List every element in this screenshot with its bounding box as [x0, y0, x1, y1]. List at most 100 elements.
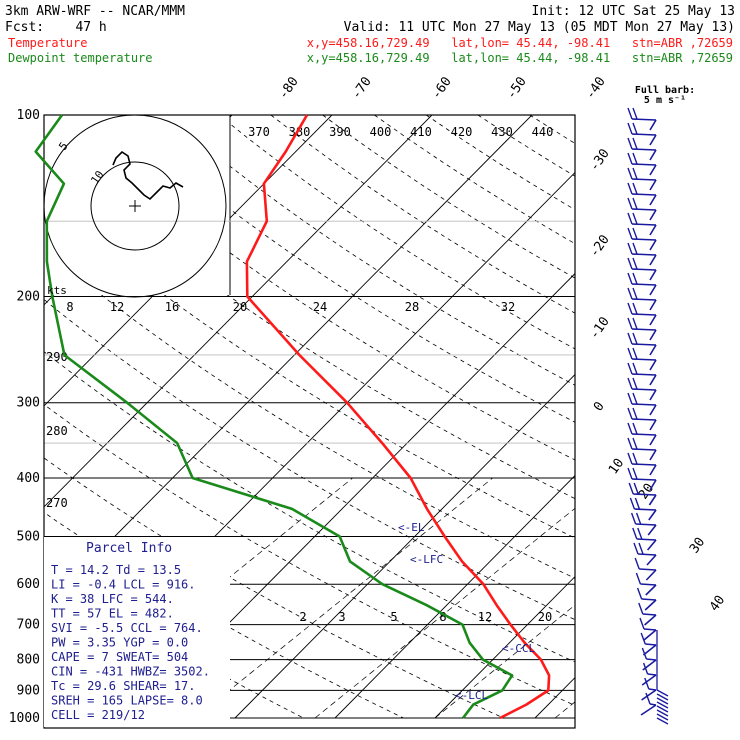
wind-barb — [639, 568, 657, 571]
low-level-barb — [656, 713, 669, 721]
parcel-info-row: TT = 57 EL = 482. — [51, 607, 174, 621]
valid-time: Valid: 11 UTC Mon 27 May 13 (05 MDT Mon … — [344, 20, 735, 35]
wind-barb — [649, 479, 657, 491]
lcl-label: <-LCL — [455, 689, 488, 702]
wind-barb-flag — [627, 422, 633, 435]
wind-barb — [631, 418, 657, 421]
parcel-info-values: T = 14.2 Td = 13.5LI = -0.4 LCL = 916.K … — [51, 563, 210, 722]
wind-barb — [637, 553, 657, 556]
wind-barb-flag — [627, 362, 633, 375]
wind-barb-flag — [627, 242, 633, 255]
isotherm-label: 0 — [591, 399, 608, 414]
wind-barb-flag — [632, 392, 638, 405]
wind-barb-flag — [632, 422, 638, 435]
wind-barb-flag — [627, 287, 633, 300]
wind-barb-flag — [632, 332, 638, 345]
mixing-ratio-line — [314, 507, 575, 719]
wind-barb — [631, 448, 657, 451]
wind-barb — [644, 599, 657, 611]
dry-adiabat — [582, 115, 740, 718]
hodograph-origin — [129, 200, 141, 212]
mixing-ratio-label: 2 — [299, 610, 306, 624]
theta-label: 440 — [532, 125, 554, 139]
isotherm-label: -20 — [587, 232, 613, 260]
wind-barb — [649, 134, 657, 146]
hodograph-trace — [112, 150, 184, 201]
wind-barb-flag — [632, 182, 638, 195]
wind-barb — [649, 344, 657, 356]
wind-barb — [649, 389, 657, 401]
low-level-barb — [656, 709, 669, 717]
wind-barb — [649, 419, 657, 431]
wind-barb-flag — [637, 527, 643, 540]
model-title: 3km ARW-WRF -- NCAR/MMM — [5, 4, 185, 19]
dry-adiabat — [44, 247, 575, 579]
wind-barb — [631, 328, 657, 331]
wind-barb — [631, 223, 657, 226]
wind-barb-flag — [627, 437, 633, 450]
mixing-temperature-label: 16 — [165, 300, 179, 314]
wind-barb-flag — [632, 167, 638, 180]
pressure-tick-label: 500 — [17, 529, 40, 544]
wind-barb — [636, 538, 657, 541]
isotherm — [434, 575, 575, 719]
parcel-info-row: PW = 3.35 YGP = 0.0 — [51, 636, 188, 650]
wind-barb-flag — [632, 287, 638, 300]
wind-barb-flag — [632, 437, 638, 450]
pressure-tick-label: 1000 — [9, 711, 40, 726]
wind-barb — [648, 688, 657, 691]
mixing-ratio-label: 3 — [338, 610, 345, 624]
wind-barb — [631, 403, 657, 406]
dewpoint-trace — [34, 114, 514, 719]
parcel-info-row: CELL = 219/12 — [51, 708, 145, 722]
wind-barb — [645, 584, 657, 596]
isotherm-label: 30 — [687, 535, 708, 556]
hodograph-ring — [43, 114, 227, 298]
isotherm — [334, 474, 575, 719]
wind-barb-flag — [638, 542, 644, 555]
wind-barb-flag — [645, 692, 651, 705]
barb-legend-title: Full barb: — [635, 85, 695, 96]
parcel-info-row: K = 38 LFC = 544. — [51, 592, 174, 606]
init-time: Init: 12 UTC Sat 25 May 13 — [532, 4, 736, 19]
isotherm-label: -40 — [583, 74, 609, 102]
mixing-ratio-label: 20 — [538, 610, 552, 624]
plot-frame — [43, 114, 576, 729]
wind-barb — [641, 598, 657, 601]
wind-barb — [641, 689, 657, 701]
dry-adiabat — [44, 511, 404, 719]
hodograph-ring-label: 10 — [88, 168, 106, 186]
wind-barb-flag — [638, 602, 644, 615]
wind-barb-flag — [632, 317, 638, 330]
wind-barb-flag — [627, 467, 633, 480]
dry-adiabat — [0, 115, 4, 718]
pressure-tick-label: 300 — [17, 396, 40, 411]
wind-barb — [631, 208, 657, 211]
mixing-temperature-label: 32 — [501, 300, 515, 314]
parcel-info-row: CIN = -431 HWBZ= 3502. — [51, 665, 210, 679]
parcel-info-row: LI = -0.4 LCL = 916. — [51, 578, 196, 592]
wind-barb — [631, 358, 657, 361]
mixing-temperature-label: 24 — [313, 300, 327, 314]
wind-barb-flag — [627, 182, 633, 195]
dry-adiabat — [270, 115, 575, 314]
wind-barb-flag — [627, 392, 633, 405]
temperature-legend: Temperature — [8, 36, 87, 50]
wind-barb-flag — [627, 377, 633, 390]
mixing-temperature-label: 8 — [66, 300, 73, 314]
wind-barb-flag — [632, 257, 638, 270]
dry-adiabat — [425, 115, 575, 211]
isotherm-label: -10 — [587, 314, 613, 342]
mixing-temperature-label: 20 — [233, 300, 247, 314]
parcel-info-row: T = 14.2 Td = 13.5 — [51, 563, 181, 577]
isotherm-label: -80 — [276, 74, 302, 102]
wind-barb-flag — [639, 617, 645, 630]
wind-barb — [649, 149, 657, 161]
wind-barb — [645, 643, 657, 646]
wind-barb-column — [627, 107, 669, 725]
wind-barb — [648, 509, 657, 521]
mixing-ratio-label: 5 — [390, 610, 397, 624]
wind-barb-flag — [632, 242, 638, 255]
